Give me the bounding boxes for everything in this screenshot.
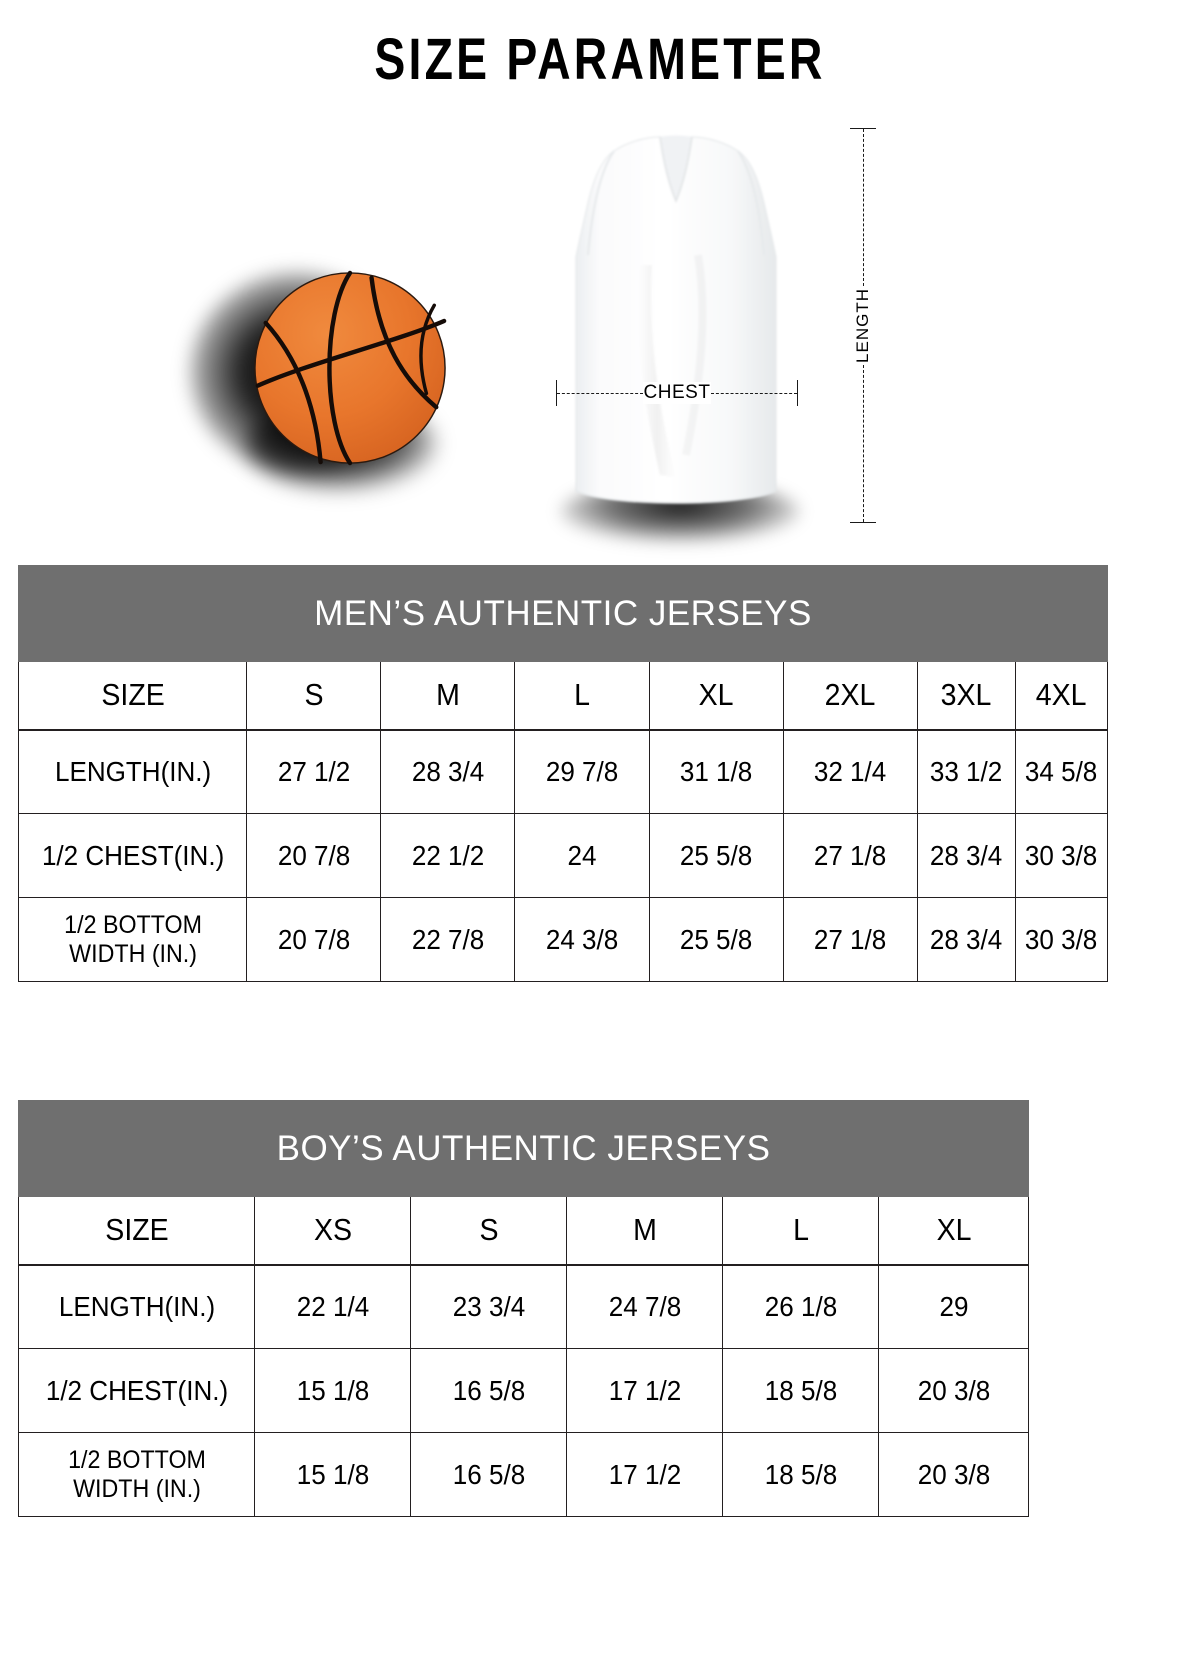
boys-bottom-s: 16 5/8 [415, 1432, 562, 1517]
mens-length-xl: 31 1/8 [653, 729, 779, 814]
mens-length-3xl: 33 1/2 [920, 729, 1013, 814]
boys-row-label-half-chest: 1/2 CHEST(IN.) [26, 1348, 247, 1433]
boys-col-header-s: S [416, 1196, 561, 1266]
mens-row-label-line1: 1/2 BOTTOM [63, 910, 202, 939]
mens-col-header-4xl: 4XL [1018, 661, 1105, 731]
boys-col-header-xl: XL [884, 1196, 1023, 1266]
mens-bottom-3xl: 28 3/4 [920, 897, 1013, 982]
boys-bottom-m: 17 1/2 [571, 1432, 718, 1517]
mens-bottom-2xl: 27 1/8 [787, 897, 914, 982]
table-row: 1/2 CHEST(IN.) 15 1/8 16 5/8 17 1/2 18 5… [19, 1348, 1029, 1433]
mens-chest-3xl: 28 3/4 [920, 813, 1013, 898]
mens-length-2xl: 32 1/4 [787, 729, 914, 814]
chest-label: CHEST [642, 382, 712, 404]
boys-col-header-m: M [572, 1196, 717, 1266]
boys-chest-m: 17 1/2 [571, 1348, 718, 1433]
boys-header-row: SIZE XS S M L XL [19, 1196, 1029, 1266]
mens-row-label-line2: WIDTH (IN.) [68, 939, 197, 968]
length-dimension-line: LENGTH [845, 128, 881, 523]
boys-col-header-size: SIZE [27, 1196, 246, 1266]
boys-chest-xl: 20 3/8 [883, 1348, 1024, 1433]
table-row: LENGTH(IN.) 27 1/2 28 3/4 29 7/8 31 1/8 … [19, 729, 1108, 814]
boys-bottom-l: 18 5/8 [727, 1432, 874, 1517]
mens-length-s: 27 1/2 [250, 729, 377, 814]
basketball-illustration [190, 270, 448, 490]
chest-dimension-line: CHEST [556, 378, 798, 408]
mens-header-row: SIZE S M L XL 2XL 3XL 4XL [19, 661, 1108, 731]
mens-col-header-3xl: 3XL [920, 661, 1012, 731]
mens-col-header-xl: XL [653, 661, 779, 731]
mens-bottom-m: 22 7/8 [385, 897, 511, 982]
mens-col-header-s: S [251, 661, 376, 731]
mens-length-4xl: 34 5/8 [1018, 729, 1105, 814]
mens-col-header-2xl: 2XL [788, 661, 913, 731]
size-diagram: CHEST LENGTH [0, 110, 1200, 542]
boys-row-label-line2: WIDTH (IN.) [72, 1474, 201, 1503]
boys-chest-s: 16 5/8 [415, 1348, 562, 1433]
length-dash-bottom [862, 364, 864, 522]
mens-bottom-s: 20 7/8 [250, 897, 377, 982]
table-row: 1/2 CHEST(IN.) 20 7/8 22 1/2 24 25 5/8 2… [19, 813, 1108, 898]
mens-row-label-half-chest: 1/2 CHEST(IN.) [26, 813, 240, 898]
mens-row-label-half-bottom-width: 1/2 BOTTOM WIDTH (IN.) [26, 897, 240, 982]
length-cap-top [850, 128, 876, 129]
length-cap-bottom [850, 522, 876, 523]
mens-row-label-length: LENGTH(IN.) [26, 729, 240, 814]
mens-chest-s: 20 7/8 [250, 813, 377, 898]
chest-dash-left [557, 392, 643, 394]
chest-cap-left [556, 380, 557, 406]
mens-chest-xl: 25 5/8 [653, 813, 779, 898]
length-dash-top [862, 129, 864, 287]
boys-length-xl: 29 [883, 1264, 1024, 1349]
mens-size-table: MEN’S AUTHENTIC JERSEYS SIZE S M L XL 2X… [18, 565, 1108, 982]
boys-length-xs: 22 1/4 [259, 1264, 406, 1349]
mens-bottom-4xl: 30 3/8 [1018, 897, 1105, 982]
mens-col-header-l: L [519, 661, 645, 731]
boys-length-l: 26 1/8 [727, 1264, 874, 1349]
boys-table-banner: BOY’S AUTHENTIC JERSEYS [17, 1100, 1030, 1197]
boys-row-label-length: LENGTH(IN.) [26, 1264, 247, 1349]
chest-dash-right [711, 392, 797, 394]
boys-length-m: 24 7/8 [571, 1264, 718, 1349]
table-row: 1/2 BOTTOM WIDTH (IN.) 15 1/8 16 5/8 17 … [19, 1432, 1029, 1517]
boys-bottom-xs: 15 1/8 [259, 1432, 406, 1517]
boys-length-s: 23 3/4 [415, 1264, 562, 1349]
boys-chest-xs: 15 1/8 [259, 1348, 406, 1433]
mens-chest-4xl: 30 3/8 [1018, 813, 1105, 898]
boys-size-table: BOY’S AUTHENTIC JERSEYS SIZE XS S M L XL… [17, 1100, 1030, 1517]
chest-cap-right [797, 380, 798, 406]
boys-table-banner-row: BOY’S AUTHENTIC JERSEYS [17, 1100, 1030, 1197]
jersey-icon [575, 135, 777, 504]
mens-table-banner: MEN’S AUTHENTIC JERSEYS [18, 565, 1108, 662]
mens-col-header-size: SIZE [27, 661, 239, 731]
table-row: LENGTH(IN.) 22 1/4 23 3/4 24 7/8 26 1/8 … [19, 1264, 1029, 1349]
boys-chest-l: 18 5/8 [727, 1348, 874, 1433]
table-row: 1/2 BOTTOM WIDTH (IN.) 20 7/8 22 7/8 24 … [19, 897, 1108, 982]
mens-bottom-l: 24 3/8 [519, 897, 645, 982]
mens-chest-2xl: 27 1/8 [787, 813, 914, 898]
length-label: LENGTH [853, 288, 872, 363]
mens-bottom-xl: 25 5/8 [653, 897, 779, 982]
boys-bottom-xl: 20 3/8 [883, 1432, 1024, 1517]
boys-row-label-half-bottom-width: 1/2 BOTTOM WIDTH (IN.) [26, 1432, 247, 1517]
mens-length-l: 29 7/8 [519, 729, 645, 814]
mens-table-banner-row: MEN’S AUTHENTIC JERSEYS [18, 565, 1108, 662]
basketball-icon [254, 270, 447, 466]
mens-chest-l: 24 [519, 813, 645, 898]
mens-col-header-m: M [385, 661, 511, 731]
boys-row-label-line1: 1/2 BOTTOM [67, 1445, 206, 1474]
mens-length-m: 28 3/4 [385, 729, 511, 814]
boys-col-header-l: L [728, 1196, 873, 1266]
mens-chest-m: 22 1/2 [385, 813, 511, 898]
boys-col-header-xs: XS [260, 1196, 405, 1266]
page-title: SIZE PARAMETER [374, 27, 826, 92]
